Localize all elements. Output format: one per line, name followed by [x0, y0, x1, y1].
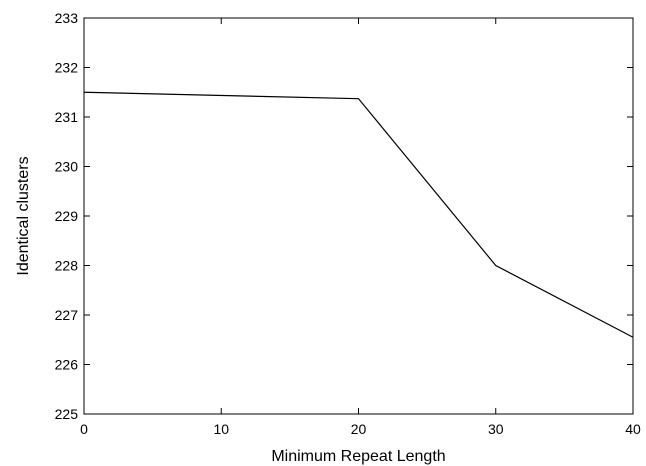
plot-frame [83, 17, 634, 415]
plot-area [83, 17, 634, 415]
y-tick-label: 233 [55, 10, 79, 26]
x-axis-label: Minimum Repeat Length [271, 448, 445, 465]
x-tick-label: 20 [351, 421, 367, 437]
y-tick-label: 232 [55, 60, 79, 76]
series-layer [83, 91, 634, 338]
x-tick-label: 30 [488, 421, 504, 437]
x-tick-label: 40 [625, 421, 641, 437]
y-axis-label: Identical clusters [15, 156, 32, 275]
y-tick-label: 226 [55, 357, 79, 373]
series-line [83, 91, 634, 338]
x-tick-label: 10 [213, 421, 229, 437]
y-tick-label: 225 [55, 406, 79, 422]
x-axis: 0 10 20 30 40 [80, 18, 641, 437]
y-tick-label: 229 [55, 208, 79, 224]
y-tick-label: 230 [55, 159, 79, 175]
x-tick-label: 0 [80, 421, 88, 437]
y-tick-label: 228 [55, 258, 79, 274]
y-tick-label: 231 [55, 109, 79, 125]
y-tick-label: 227 [55, 307, 79, 323]
y-axis: 225 226 227 228 229 230 231 232 233 [55, 10, 633, 422]
